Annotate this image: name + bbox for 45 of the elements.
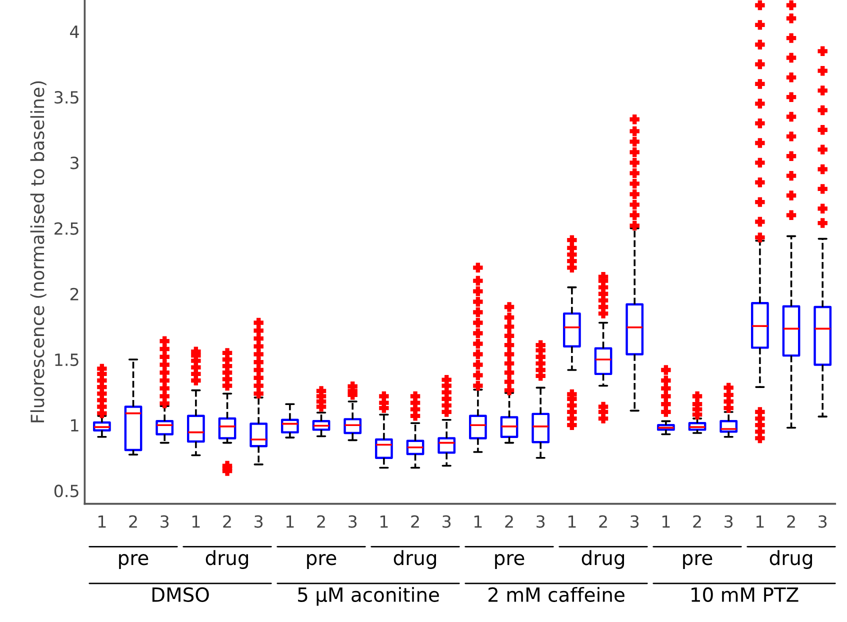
- x-tick-label: 1: [98, 515, 106, 528]
- x-tick-label: 3: [160, 515, 169, 528]
- x-tick-label: 2: [599, 515, 607, 528]
- text: 2 mM caffeine: [488, 586, 624, 602]
- text: DMSO: [152, 587, 209, 602]
- y-tick-label: 4: [70, 26, 79, 38]
- x-tick-label: 3: [724, 515, 733, 528]
- text: pre: [307, 554, 336, 569]
- x-tick-label: 2: [223, 515, 231, 528]
- x-tick-label: 1: [756, 515, 764, 528]
- x-tick-label: 2: [787, 515, 795, 528]
- y-tick-label: 1: [71, 419, 78, 432]
- y-tick-label: 3: [70, 156, 79, 170]
- y-tick-label: 3.5: [54, 91, 78, 104]
- y-tick-label: 0.5: [54, 484, 78, 498]
- x-tick-label: 3: [536, 515, 545, 528]
- x-tick-label: 2: [505, 515, 513, 528]
- x-tick-label: 2: [693, 515, 701, 528]
- x-tick-label: 1: [662, 515, 670, 528]
- x-tick-label: 3: [630, 515, 639, 528]
- x-tick-label: 1: [380, 515, 388, 528]
- y-tick-label: 1.5: [55, 354, 78, 366]
- x-tick-label: 1: [286, 515, 294, 528]
- text: drug: [582, 550, 624, 569]
- x-tick-label: 2: [411, 515, 419, 528]
- x-tick-label: 3: [818, 515, 827, 528]
- text: drug: [206, 550, 248, 569]
- text: pre: [119, 554, 148, 569]
- text: pre: [495, 554, 524, 569]
- x-tick-label: 2: [317, 515, 325, 528]
- y-tick-label: 2.5: [54, 222, 78, 235]
- text: drug: [770, 550, 812, 569]
- x-tick-label: 3: [254, 515, 263, 528]
- x-tick-label: 1: [568, 515, 576, 528]
- y-axis-title: Fluorescence (normalised to baseline): [30, 81, 46, 422]
- y-tick-label: 2: [70, 288, 78, 300]
- x-tick-label: 1: [474, 515, 482, 528]
- x-tick-label: 3: [442, 515, 451, 528]
- text: pre: [683, 554, 712, 569]
- x-tick-label: 1: [192, 515, 200, 528]
- x-tick-label: 3: [348, 515, 357, 528]
- text: drug: [394, 550, 436, 569]
- text: 5 µM aconitine: [298, 586, 439, 606]
- x-tick-label: 2: [129, 515, 137, 528]
- text: 10 mM PTZ: [692, 587, 798, 602]
